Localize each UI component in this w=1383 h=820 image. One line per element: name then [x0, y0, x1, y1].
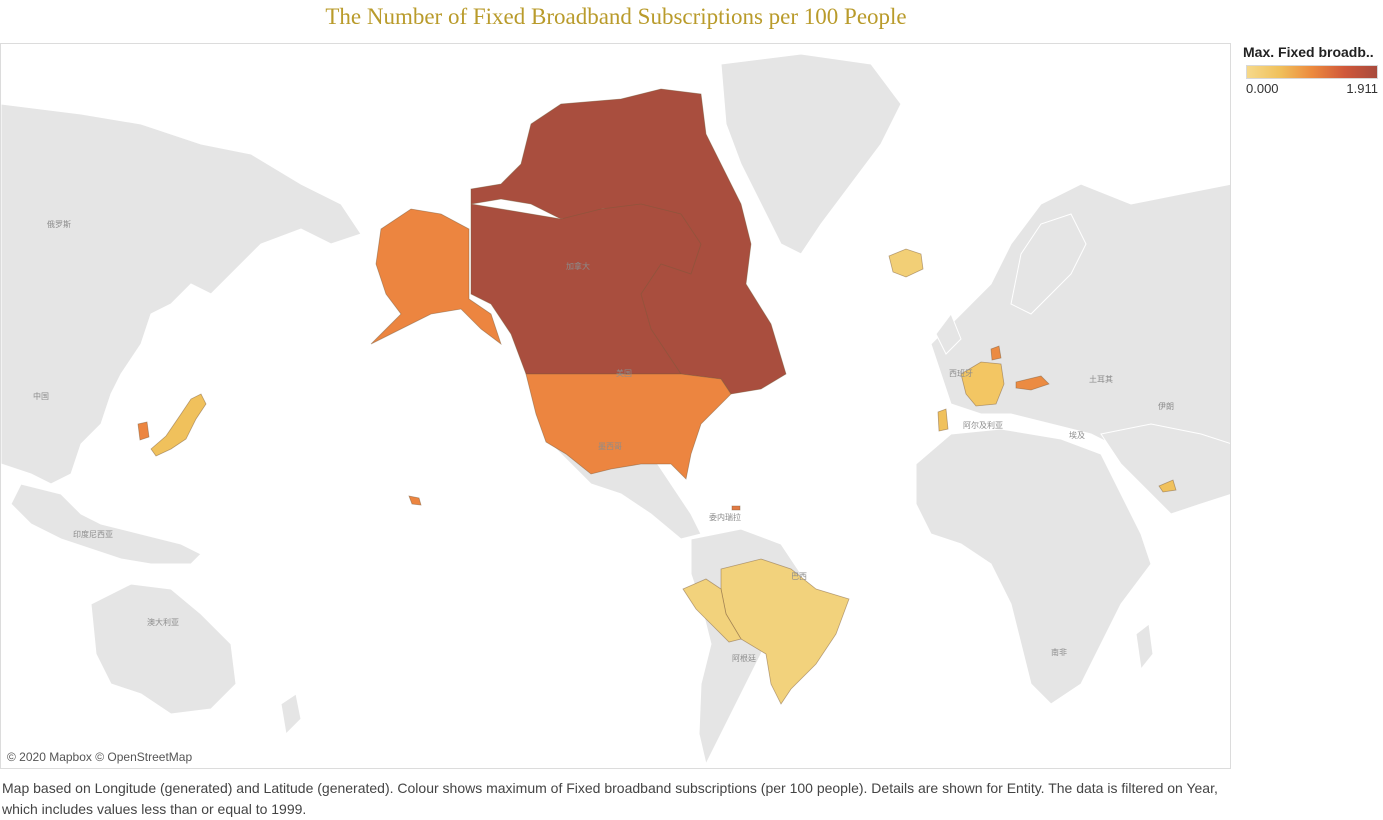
- base-land: [1, 53, 1230, 766]
- country-puerto-rico[interactable]: [731, 505, 741, 511]
- country-uae[interactable]: [1158, 479, 1177, 493]
- country-hawaii[interactable]: [408, 495, 422, 506]
- color-legend[interactable]: Max. Fixed broadb.. 0.000 1.911: [1236, 44, 1381, 96]
- label-iran: 伊朗: [1158, 401, 1174, 411]
- label-south-africa: 南非: [1051, 647, 1067, 657]
- label-egypt: 埃及: [1069, 430, 1085, 440]
- legend-scale: 0.000 1.911: [1246, 81, 1378, 96]
- legend-min-label: 0.000: [1246, 81, 1279, 96]
- country-portugal[interactable]: [937, 408, 949, 432]
- label-australia: 澳大利亚: [147, 617, 179, 627]
- country-netherlands[interactable]: [990, 345, 1002, 361]
- label-usa: 美国: [616, 368, 632, 378]
- map-view[interactable]: 俄罗斯 中国 印度尼西亚 澳大利亚 加拿大 美国 墨西哥 委内瑞拉 巴西 阿根廷…: [0, 43, 1231, 769]
- label-venezuela: 委内瑞拉: [709, 512, 741, 522]
- country-france[interactable]: [960, 361, 1005, 407]
- label-mexico: 墨西哥: [598, 442, 622, 451]
- base-map-labels: 俄罗斯 中国 印度尼西亚 澳大利亚 加拿大 美国 墨西哥 委内瑞拉 巴西 阿根廷…: [33, 219, 1174, 663]
- legend-gradient: [1246, 65, 1378, 79]
- label-indonesia: 印度尼西亚: [73, 529, 113, 539]
- label-brazil: 巴西: [791, 572, 807, 581]
- legend-max-label: 1.911: [1346, 81, 1378, 96]
- country-peru[interactable]: [682, 578, 742, 643]
- label-turkey: 土耳其: [1089, 374, 1113, 384]
- legend-title: Max. Fixed broadb..: [1243, 44, 1374, 60]
- label-china: 中国: [33, 391, 49, 401]
- map-caption: Map based on Longitude (generated) and L…: [2, 780, 1218, 817]
- map-title: The Number of Fixed Broadband Subscripti…: [325, 4, 907, 29]
- country-austria[interactable]: [1015, 375, 1050, 391]
- label-algeria: 阿尔及利亚: [963, 420, 1003, 430]
- label-canada: 加拿大: [566, 261, 590, 271]
- country-canada[interactable]: [470, 88, 787, 395]
- label-argentina: 阿根廷: [732, 653, 756, 663]
- world-map[interactable]: 俄罗斯 中国 印度尼西亚 澳大利亚 加拿大 美国 墨西哥 委内瑞拉 巴西 阿根廷…: [1, 44, 1231, 769]
- label-russia: 俄罗斯: [47, 219, 71, 229]
- country-alaska[interactable]: [370, 208, 502, 346]
- country-iceland[interactable]: [888, 248, 924, 278]
- label-spain: 西班牙: [949, 368, 973, 378]
- map-attribution[interactable]: © 2020 Mapbox © OpenStreetMap: [7, 750, 193, 764]
- country-south-korea[interactable]: [137, 421, 150, 441]
- country-japan[interactable]: [150, 393, 207, 457]
- country-usa[interactable]: [525, 373, 732, 480]
- choropleth-layer[interactable]: [137, 88, 1177, 705]
